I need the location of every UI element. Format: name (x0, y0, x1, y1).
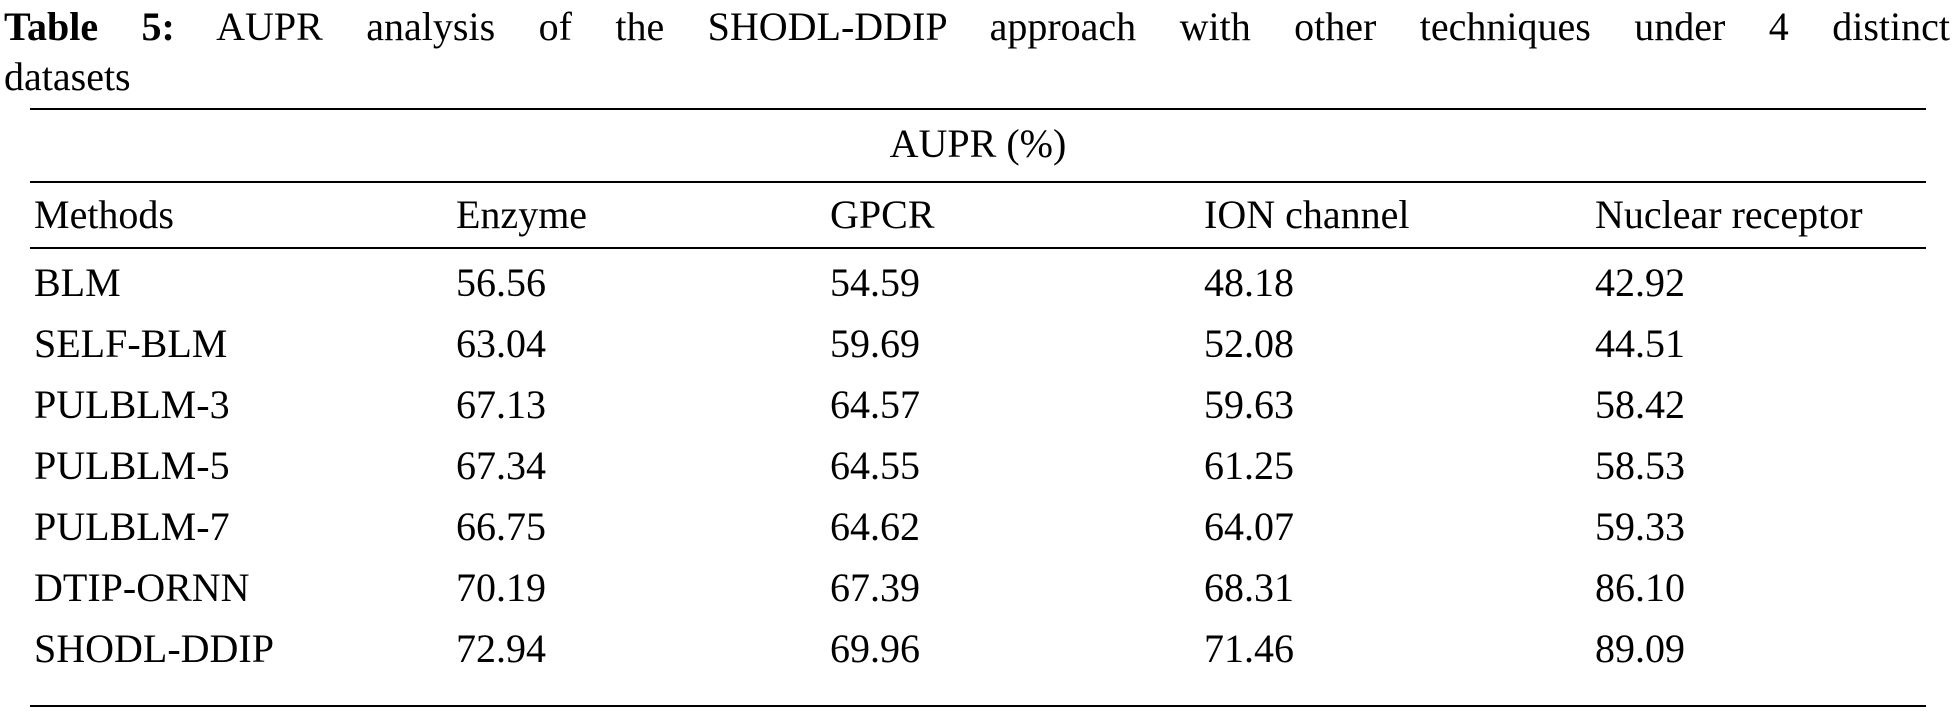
method-cell: SHODL-DDIP (34, 626, 274, 671)
value-cell: 64.57 (830, 382, 920, 427)
table-row: PULBLM-3 67.13 64.57 59.63 58.42 (30, 375, 1926, 435)
caption-line-1: Table 5: AUPR analysis of the SHODL-DDIP… (4, 2, 1950, 52)
table-row: PULBLM-5 67.34 64.55 61.25 58.53 (30, 436, 1926, 496)
table-row: BLM 56.56 54.59 48.18 42.92 (30, 253, 1926, 313)
value-cell: 58.42 (1595, 382, 1685, 427)
table-row: SELF-BLM 63.04 59.69 52.08 44.51 (30, 314, 1926, 374)
value-cell: 56.56 (456, 260, 546, 305)
value-cell: 67.39 (830, 565, 920, 610)
value-cell: 59.69 (830, 321, 920, 366)
column-header-enzyme: Enzyme (456, 192, 588, 237)
table-row: DTIP-ORNN 70.19 67.39 68.31 86.10 (30, 558, 1926, 618)
value-cell: 54.59 (830, 260, 920, 305)
method-cell: PULBLM-5 (34, 443, 230, 488)
value-cell: 64.62 (830, 504, 920, 549)
value-cell: 67.34 (456, 443, 546, 488)
value-cell: 69.96 (830, 626, 920, 671)
value-cell: 59.63 (1204, 382, 1294, 427)
value-cell: 61.25 (1204, 443, 1294, 488)
column-header-ion-channel: ION channel (1204, 192, 1410, 237)
group-header-rule (30, 181, 1926, 183)
value-cell: 89.09 (1595, 626, 1685, 671)
table-caption: Table 5: AUPR analysis of the SHODL-DDIP… (4, 2, 1950, 102)
value-cell: 72.94 (456, 626, 546, 671)
value-cell: 42.92 (1595, 260, 1685, 305)
value-cell: 58.53 (1595, 443, 1685, 488)
caption-text: AUPR analysis of the SHODL-DDIP approach… (216, 4, 1950, 49)
method-cell: SELF-BLM (34, 321, 228, 366)
header-bottom-rule (30, 247, 1926, 249)
value-cell: 67.13 (456, 382, 546, 427)
column-header-methods: Methods (34, 192, 174, 237)
value-cell: 59.33 (1595, 504, 1685, 549)
method-cell: PULBLM-7 (34, 504, 230, 549)
method-cell: BLM (34, 260, 121, 305)
value-cell: 48.18 (1204, 260, 1294, 305)
value-cell: 44.51 (1595, 321, 1685, 366)
table-row: PULBLM-7 66.75 64.62 64.07 59.33 (30, 497, 1926, 557)
value-cell: 52.08 (1204, 321, 1294, 366)
caption-label: Table 5: (4, 4, 175, 49)
value-cell: 71.46 (1204, 626, 1294, 671)
value-cell: 64.55 (830, 443, 920, 488)
column-header-nuclear-receptor: Nuclear receptor (1595, 192, 1863, 237)
table-row: SHODL-DDIP 72.94 69.96 71.46 89.09 (30, 619, 1926, 679)
value-cell: 70.19 (456, 565, 546, 610)
value-cell: 86.10 (1595, 565, 1685, 610)
column-header-gpcr: GPCR (830, 192, 935, 237)
table-top-rule (30, 108, 1926, 110)
method-cell: PULBLM-3 (34, 382, 230, 427)
method-cell: DTIP-ORNN (34, 565, 250, 610)
table-header-row: Methods Enzyme GPCR ION channel Nuclear … (30, 185, 1926, 245)
value-cell: 68.31 (1204, 565, 1294, 610)
value-cell: 64.07 (1204, 504, 1294, 549)
caption-text-continued: datasets (4, 54, 131, 99)
table-bottom-rule (30, 705, 1926, 707)
value-cell: 66.75 (456, 504, 546, 549)
group-header-aupr: AUPR (%) (889, 121, 1067, 166)
value-cell: 63.04 (456, 321, 546, 366)
